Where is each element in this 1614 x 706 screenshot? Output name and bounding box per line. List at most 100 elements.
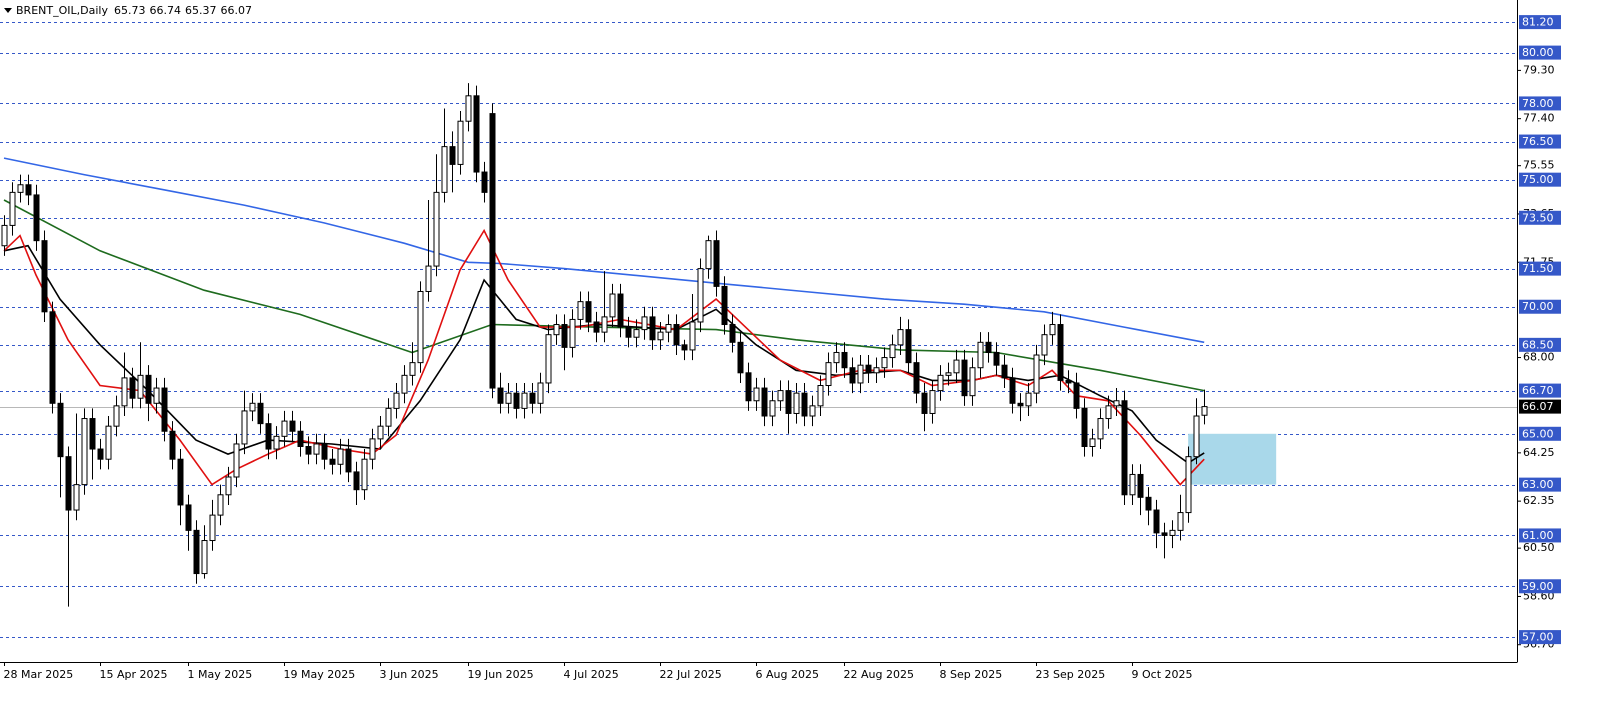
low-value: 65.37 — [185, 4, 217, 17]
candle-body — [569, 318, 576, 348]
level-label-box — [1519, 210, 1561, 225]
candle-body — [1153, 509, 1160, 534]
x-tick-label: 4 Jul 2025 — [564, 668, 619, 681]
symbol-menu-arrow[interactable] — [4, 8, 12, 13]
candle-body — [761, 387, 768, 417]
candle-body — [233, 443, 240, 478]
candle-body — [977, 341, 984, 369]
candle-body — [593, 321, 600, 333]
candle-body — [353, 471, 360, 491]
candle-body — [1185, 456, 1192, 514]
candle-body — [601, 316, 608, 333]
candle-body — [313, 443, 320, 455]
level-label-box — [1519, 579, 1561, 594]
candle-body — [177, 458, 184, 506]
candle-body — [993, 351, 1000, 366]
candle-body — [209, 514, 216, 542]
candle-body — [641, 316, 648, 331]
candle-body — [1089, 438, 1096, 448]
candle-body — [505, 392, 512, 404]
level-label-box — [1519, 426, 1561, 441]
candle-body — [457, 120, 464, 165]
candle-body — [1169, 529, 1176, 536]
candle-body — [497, 387, 504, 404]
candle-body — [17, 184, 24, 193]
candle-body — [169, 430, 176, 460]
x-tick-label: 22 Jul 2025 — [660, 668, 722, 681]
candle-body — [673, 324, 680, 346]
candle-body — [297, 430, 304, 448]
candle-body — [145, 374, 152, 404]
candle-body — [329, 458, 336, 465]
level-label-box — [1519, 96, 1561, 111]
candle-body — [321, 443, 328, 460]
y-tick-label: 68.00 — [1523, 351, 1555, 364]
candle-body — [793, 392, 800, 414]
candle-body — [305, 446, 312, 455]
current-price-label: 66.07 — [1522, 400, 1554, 413]
candle-body — [1129, 473, 1136, 496]
candle-body — [225, 476, 232, 496]
candle-body — [849, 367, 856, 384]
candle-body — [961, 359, 968, 397]
x-tick-label: 22 Aug 2025 — [844, 668, 914, 681]
candle-body — [249, 402, 256, 412]
candle-body — [713, 240, 720, 287]
candle-body — [257, 402, 264, 425]
level-label: 76.50 — [1522, 135, 1554, 148]
level-label-box — [1519, 261, 1561, 276]
x-tick-label: 6 Aug 2025 — [756, 668, 819, 681]
candle-body — [1097, 418, 1104, 440]
candle-body — [561, 324, 568, 348]
candle-body — [929, 390, 936, 414]
candle-body — [33, 194, 40, 242]
candle-body — [385, 407, 392, 427]
candle-body — [697, 268, 704, 323]
candle-body — [897, 329, 904, 346]
candle-body — [289, 420, 296, 432]
candle-body — [1193, 415, 1200, 458]
level-label-box — [1519, 477, 1561, 492]
candle-body — [1041, 334, 1048, 356]
level-label: 65.00 — [1522, 427, 1554, 440]
candle-body — [1161, 532, 1168, 536]
candle-body — [273, 435, 280, 450]
y-tick-label: 62.35 — [1523, 494, 1555, 507]
candle-body — [89, 418, 96, 450]
candle-body — [345, 448, 352, 473]
candle-body — [153, 387, 160, 404]
candle-body — [945, 372, 952, 376]
candle-body — [889, 344, 896, 359]
candle-body — [513, 392, 520, 409]
candle-body — [81, 418, 88, 486]
open-value: 65.73 — [114, 4, 146, 17]
candle-body — [65, 456, 72, 511]
candle-body — [625, 326, 632, 338]
candle-body — [913, 362, 920, 394]
candle-body — [1057, 324, 1064, 381]
candle-body — [953, 359, 960, 374]
y-tick-label: 60.50 — [1523, 541, 1555, 554]
plot-marks — [1, 83, 1208, 607]
candle-body — [393, 392, 400, 409]
candle-body — [201, 540, 208, 575]
candle-body — [425, 265, 432, 292]
candle-body — [441, 146, 448, 193]
high-value: 66.74 — [149, 4, 181, 17]
candle-body — [129, 377, 136, 399]
candle-body — [1113, 400, 1120, 407]
candle-body — [1, 224, 8, 247]
x-tick-label: 28 Mar 2025 — [4, 668, 74, 681]
candle-body — [969, 367, 976, 397]
candle-body — [1073, 382, 1080, 409]
candle-body — [633, 329, 640, 338]
level-label: 68.50 — [1522, 338, 1554, 351]
x-tick-label: 8 Sep 2025 — [940, 668, 1003, 681]
candle-body — [105, 425, 112, 460]
candle-body — [905, 329, 912, 364]
candle-body — [825, 362, 832, 387]
x-tick-label: 19 May 2025 — [284, 668, 356, 681]
candle-body — [1009, 377, 1016, 404]
level-label-box — [1519, 528, 1561, 543]
